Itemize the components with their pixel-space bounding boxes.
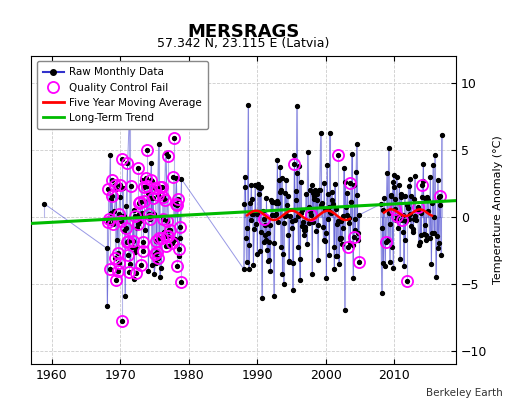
Text: 57.342 N, 23.115 E (Latvia): 57.342 N, 23.115 E (Latvia)	[158, 37, 330, 50]
Text: Berkeley Earth: Berkeley Earth	[427, 388, 503, 398]
Y-axis label: Temperature Anomaly (°C): Temperature Anomaly (°C)	[493, 136, 503, 284]
Legend: Raw Monthly Data, Quality Control Fail, Five Year Moving Average, Long-Term Tren: Raw Monthly Data, Quality Control Fail, …	[37, 61, 208, 129]
Title: MERSRAGS: MERSRAGS	[188, 22, 300, 40]
